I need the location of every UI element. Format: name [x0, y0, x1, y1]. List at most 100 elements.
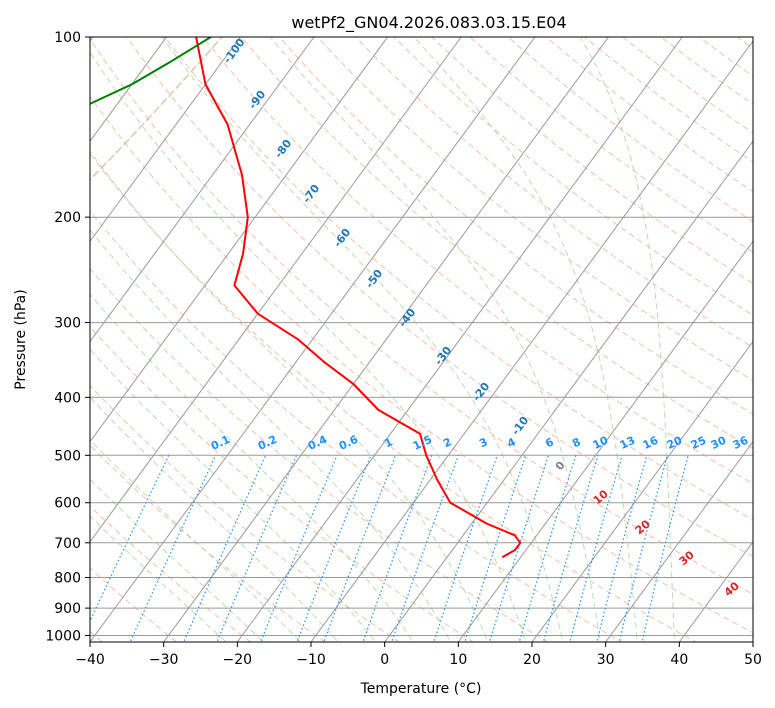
- mixing-ratio-line: [569, 455, 623, 642]
- mixing-ratio-line: [518, 455, 577, 642]
- mixing-ratio-line: [641, 455, 689, 642]
- mixing-ratio-line: [391, 455, 459, 642]
- warm-isotherm-label: 20: [633, 517, 653, 537]
- mixing-ratio-label: 4: [505, 435, 518, 450]
- isotherm-label: -70: [300, 182, 323, 206]
- mixing-ratio-label: 20: [665, 434, 685, 452]
- dry-adiabat-line: [90, 267, 549, 642]
- mixing-ratio-label: 25: [689, 434, 708, 452]
- dry-adiabat-line: [90, 326, 475, 642]
- dry-adiabat-line: [90, 505, 252, 642]
- dry-adiabat-line: [90, 210, 623, 642]
- warm-isotherm-label: 40: [722, 579, 742, 599]
- moist-adiabat-line: [90, 150, 489, 642]
- x-tick-label: −10: [296, 652, 326, 668]
- mixing-ratio-label: 6: [543, 435, 556, 450]
- mixing-ratio-label: 36: [731, 434, 751, 452]
- moist-adiabat-line: [269, 37, 601, 642]
- x-tick-label: 10: [449, 652, 467, 668]
- isotherm-line: [90, 37, 241, 243]
- mixing-ratio-label: 0.6: [337, 433, 360, 453]
- y-tick-label: 800: [54, 570, 81, 586]
- x-axis-label: Temperature (°C): [360, 681, 482, 697]
- isotherm-line: [678, 540, 753, 642]
- isotherm-line: [605, 440, 753, 642]
- chart-title: wetPf2_GN04.2026.083.03.15.E04: [291, 13, 566, 33]
- mixing-ratio-line: [464, 455, 527, 642]
- moist-adiabat-line: [579, 37, 676, 642]
- zero-isotherm-label: 0: [553, 459, 568, 473]
- dry-adiabat-line: [90, 95, 753, 634]
- y-tick-label: 400: [54, 390, 81, 406]
- mixing-ratio-line: [90, 455, 170, 623]
- mixing-ratio-label: 0.2: [256, 433, 279, 453]
- dry-adiabat-line: [240, 37, 753, 450]
- background-grid: [90, 37, 753, 642]
- dry-adiabat-line: [355, 37, 753, 349]
- dry-adiabat-line: [507, 37, 753, 223]
- moist-adiabat-line: [90, 348, 377, 642]
- dry-adiabat-line: [202, 37, 753, 485]
- isotherm-line: [236, 37, 683, 642]
- mixing-ratio-line: [129, 455, 217, 642]
- moist-adiabat-line: [90, 478, 265, 642]
- dry-adiabat-line: [90, 152, 697, 642]
- isotherm-line: [384, 140, 753, 642]
- mixing-ratio-label: 10: [591, 434, 611, 452]
- dry-adiabat-line: [736, 37, 753, 49]
- mixing-ratio-label: 2: [441, 435, 453, 450]
- x-tick-label: −20: [223, 652, 253, 668]
- y-tick-label: 500: [54, 448, 81, 464]
- mixing-ratio-line: [216, 455, 298, 642]
- dry-adiabat-line: [90, 444, 326, 642]
- y-tick-label: 1000: [45, 629, 81, 645]
- moist-adiabat-line: [90, 229, 452, 642]
- lcl-curve-line: [90, 37, 223, 181]
- axis-ticks: −40 −30 −20 −10 0 10 20 30 40 5010020030040050060…: [45, 30, 762, 668]
- isotherm-line: [90, 37, 389, 443]
- isotherm-label: -40: [396, 306, 419, 330]
- dry-adiabat-line: [126, 37, 753, 558]
- isotherm-line: [531, 340, 753, 642]
- isotherm-label: -80: [272, 137, 295, 161]
- mixing-ratio-line: [296, 455, 372, 642]
- mixing-ratio-label: 1.5: [411, 433, 434, 453]
- mixing-ratio-line: [618, 455, 668, 642]
- mixing-ratio-label: 0.1: [209, 433, 232, 453]
- data-layer: [90, 37, 522, 559]
- isotherm-line: [90, 37, 168, 143]
- moist-adiabat-line: [90, 293, 414, 642]
- temperature-profile-line: [195, 37, 522, 559]
- moist-adiabat-line: [161, 37, 564, 642]
- moist-adiabat-line: [413, 37, 638, 642]
- mixing-ratio-line: [542, 455, 599, 642]
- isotherm-line: [752, 641, 753, 642]
- dry-adiabat-line: [393, 37, 753, 316]
- y-tick-label: 200: [54, 210, 81, 226]
- y-tick-label: 900: [54, 601, 81, 617]
- dry-adiabat-line: [660, 37, 753, 105]
- mixing-ratio-label: 30: [709, 434, 729, 452]
- isotherm-label: -60: [331, 226, 354, 250]
- y-tick-label: 100: [54, 30, 81, 46]
- dewpoint-profile-line: [90, 37, 212, 105]
- mixing-ratio-line: [362, 455, 433, 642]
- x-tick-label: −40: [75, 652, 105, 668]
- mixing-ratio-label: 3: [477, 435, 489, 450]
- plot-frame: [89, 36, 754, 643]
- isotherm-line: [90, 37, 536, 642]
- mixing-ratio-line: [260, 455, 338, 642]
- mixing-ratio-label: 16: [641, 434, 661, 452]
- mixing-ratio-line: [183, 455, 267, 642]
- y-tick-label: 600: [54, 496, 81, 512]
- dry-adiabat-line: [278, 37, 753, 415]
- mixing-ratio-label: 0.4: [306, 433, 329, 453]
- warm-isotherm-label: 30: [677, 548, 697, 568]
- isotherm-line: [310, 40, 753, 642]
- moist-adiabat-line: [90, 51, 527, 642]
- x-tick-label: −30: [149, 652, 179, 668]
- x-tick-label: 20: [523, 652, 541, 668]
- isotherm-line: [457, 240, 753, 642]
- mixing-ratio-line: [323, 455, 397, 642]
